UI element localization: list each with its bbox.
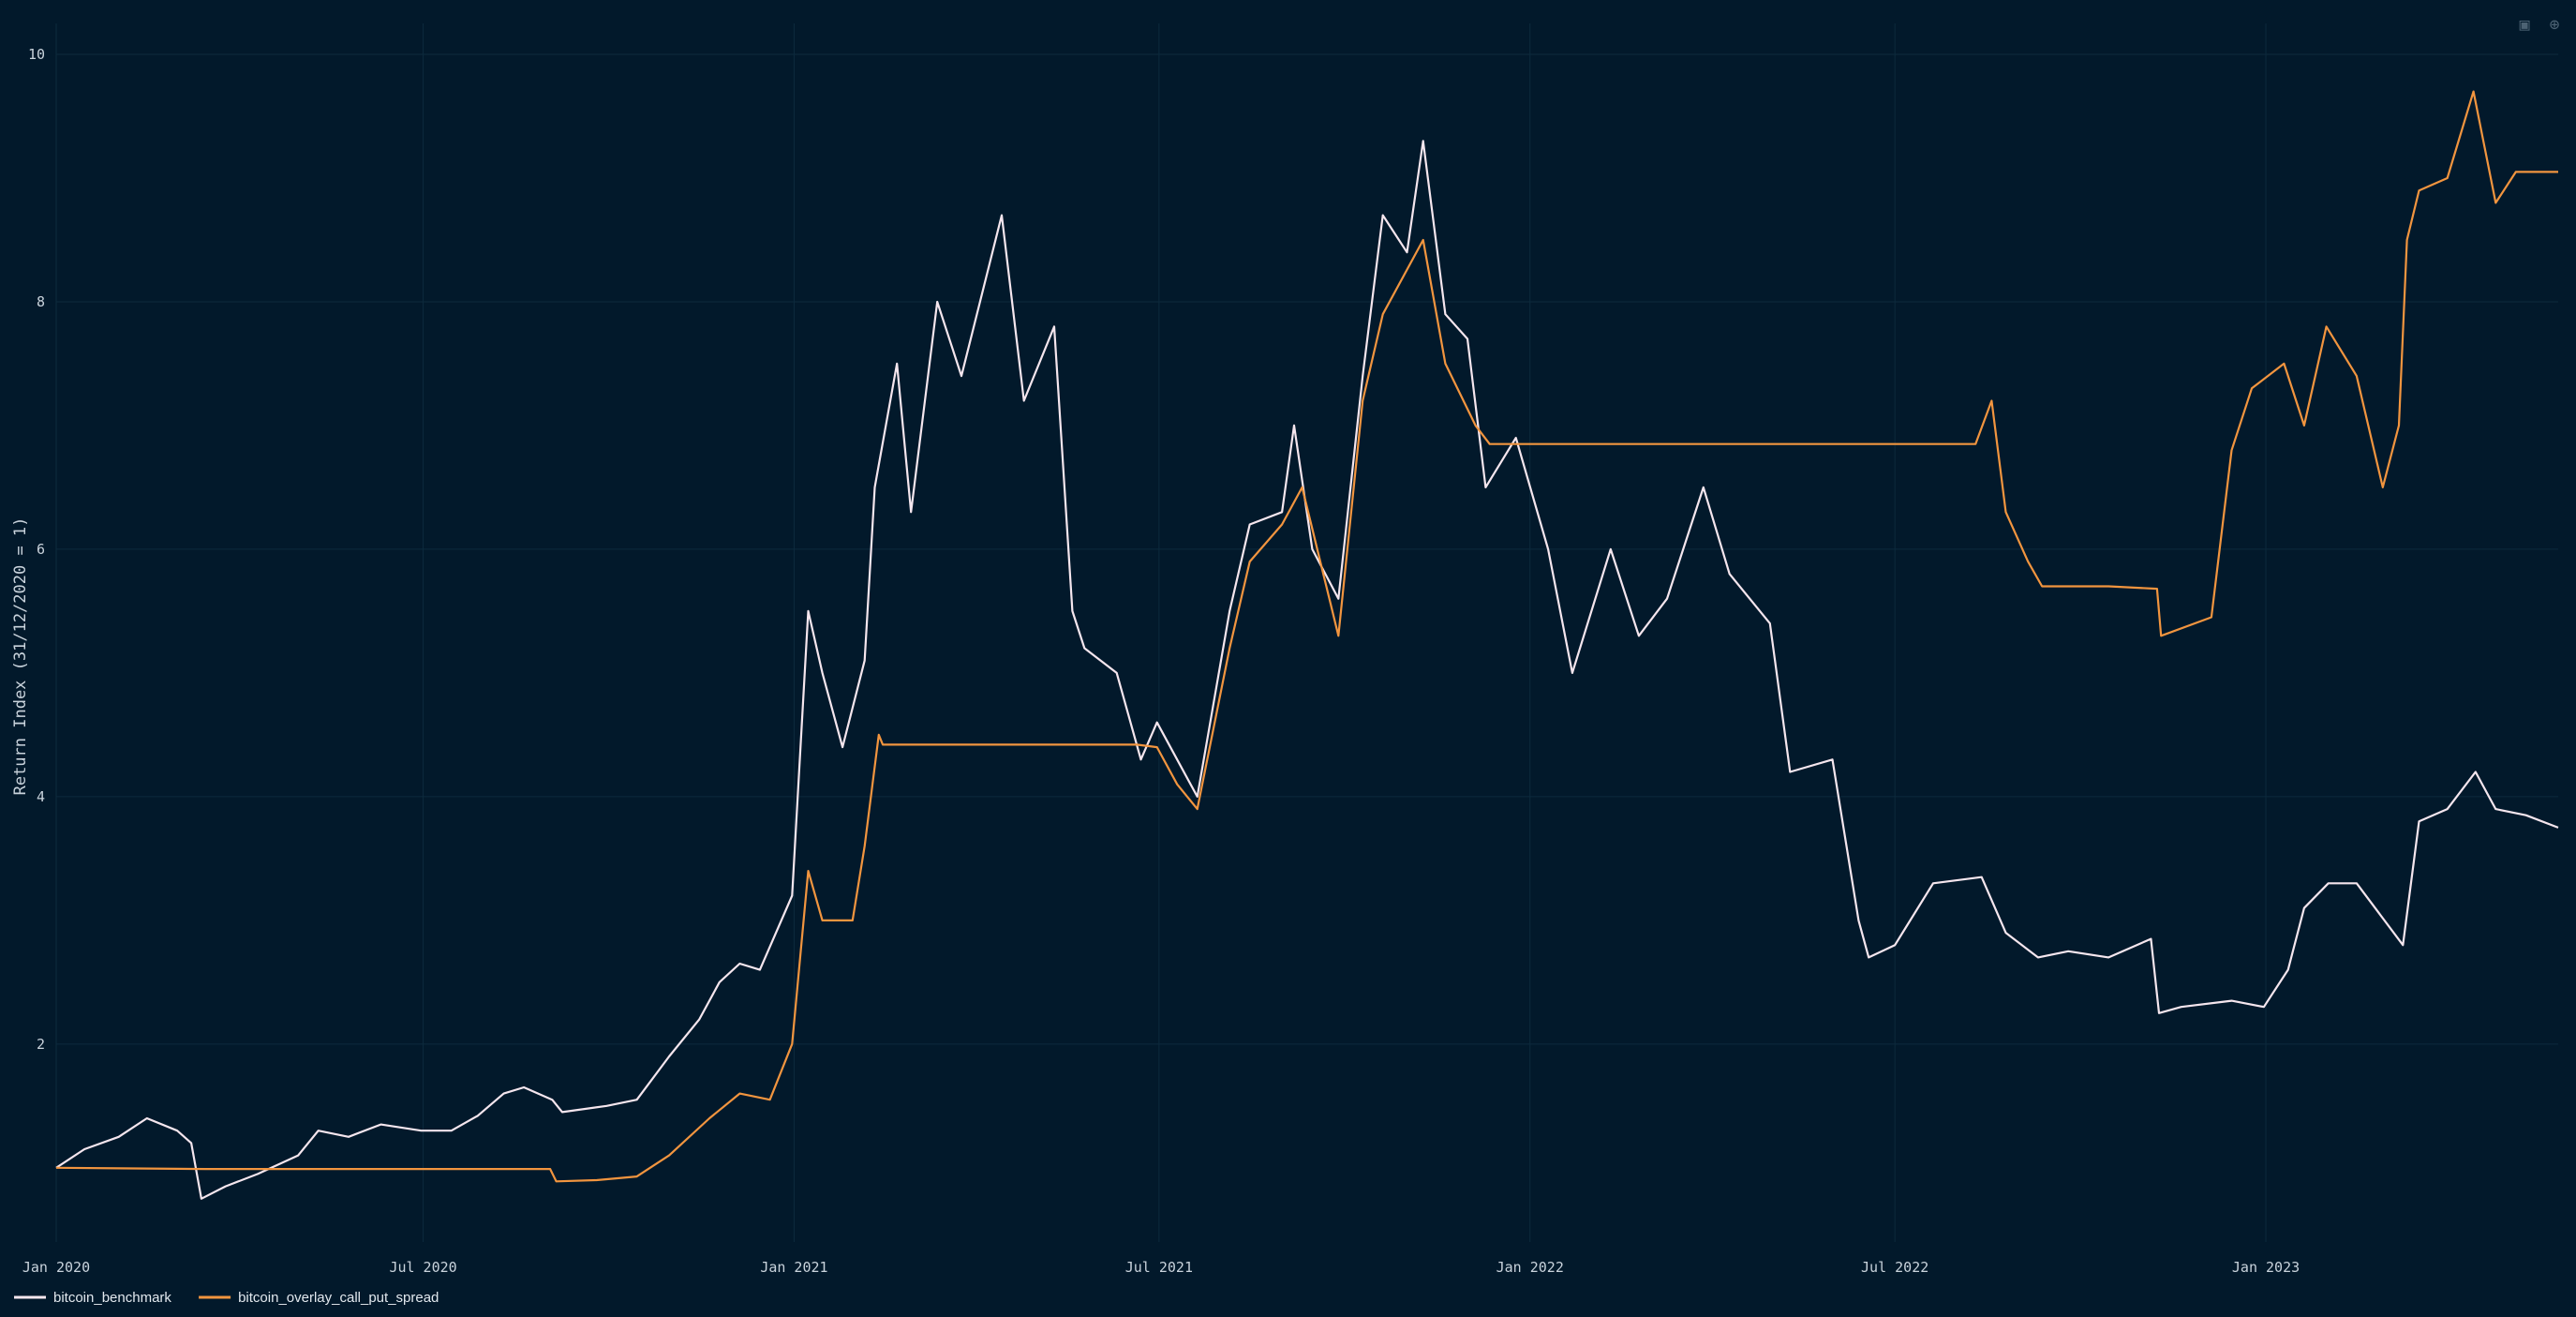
legend: bitcoin_benchmark bitcoin_overlay_call_pu…	[14, 1290, 439, 1306]
x-tick-label: Jul 2021	[1125, 1259, 1193, 1276]
x-tick-label: Jan 2023	[2232, 1259, 2300, 1276]
y-tick-label: 2	[37, 1036, 45, 1053]
x-tick-label: Jul 2020	[389, 1259, 456, 1276]
y-tick-label: 8	[37, 293, 45, 310]
legend-label: bitcoin_overlay_call_put_spread	[238, 1290, 439, 1306]
x-tick-label: Jan 2022	[1496, 1259, 1564, 1276]
y-axis-ticks: 2 4 6 8 10	[28, 46, 45, 1053]
modebar: ▣ ⊕	[2514, 15, 2565, 36]
series-line-bitcoin-overlay-call-put-spread[interactable]	[55, 90, 2558, 1183]
series-line-bitcoin-benchmark[interactable]	[55, 140, 2559, 1200]
legend-item[interactable]: bitcoin_overlay_call_put_spread	[199, 1290, 439, 1306]
x-tick-label: Jan 2021	[760, 1259, 827, 1276]
grid	[55, 23, 2558, 1242]
camera-icon[interactable]: ▣	[2519, 15, 2530, 35]
y-axis-title: Return Index (31/12/2020 = 1)	[11, 517, 30, 796]
x-tick-label: Jul 2022	[1861, 1259, 1928, 1276]
zoom-in-icon[interactable]: ⊕	[2549, 15, 2560, 35]
x-axis-ticks: Jan 2020 Jul 2020 Jan 2021 Jul 2021 Jan 2022…	[22, 1259, 2300, 1276]
y-tick-label: 4	[37, 788, 45, 805]
legend-item[interactable]: bitcoin_benchmark	[14, 1290, 171, 1306]
y-tick-label: 10	[28, 46, 45, 63]
y-tick-label: 6	[37, 541, 45, 558]
legend-label: bitcoin_benchmark	[53, 1290, 171, 1306]
series-lines	[55, 90, 2559, 1200]
x-tick-label: Jan 2020	[22, 1259, 90, 1276]
